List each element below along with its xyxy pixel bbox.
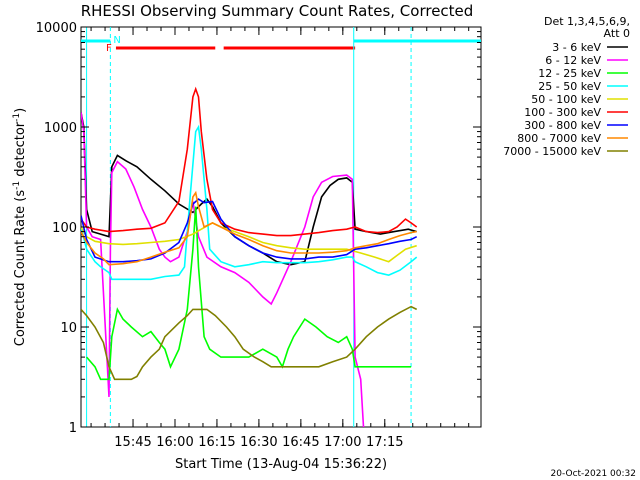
x-tick-label: 17:00	[324, 435, 361, 450]
y-axis-label-mid: detector	[13, 121, 28, 181]
legend-label: 25 - 50 keV	[538, 80, 601, 93]
legend-label: 6 - 12 keV	[545, 54, 601, 67]
series-lines	[81, 86, 418, 427]
legend-label: 7000 - 15000 keV	[503, 145, 601, 158]
legend-label: 50 - 100 keV	[531, 93, 601, 106]
y-tick-label: 10	[60, 321, 77, 336]
y-tick-label: 1000	[44, 121, 77, 136]
flare-label: F	[106, 43, 112, 54]
chart-title: RHESSI Observing Summary Count Rates, Co…	[81, 2, 474, 20]
legend-header-line2: Att 0	[604, 27, 630, 40]
series-line	[81, 198, 418, 263]
legend-label: 12 - 25 keV	[538, 67, 601, 80]
x-tick-label: 16:30	[240, 435, 277, 450]
legend-label: 300 - 800 keV	[524, 119, 601, 132]
y-axis-label-main: Corrected Count Rate (s	[13, 190, 28, 347]
x-axis-label: Start Time (13-Aug-04 15:36:22)	[175, 457, 387, 472]
y-ticks: 1 10 100 1000 10000	[36, 21, 481, 436]
y-axis-label-sup2: -1	[12, 113, 22, 122]
night-label: N	[113, 35, 120, 46]
series-line	[81, 86, 418, 237]
y-axis-label-end: )	[13, 108, 28, 113]
series-line	[81, 305, 418, 381]
legend-label: 3 - 6 keV	[552, 41, 601, 54]
series-line	[85, 206, 412, 381]
legend-label: 100 - 300 keV	[524, 106, 601, 119]
x-tick-label: 16:45	[282, 435, 319, 450]
x-tick-label: 17:15	[366, 435, 403, 450]
y-tick-label: 100	[52, 221, 77, 236]
series-line	[81, 190, 417, 266]
y-tick-label: 10000	[36, 21, 77, 36]
series-line	[81, 112, 417, 266]
y-tick-label: 1	[69, 421, 77, 436]
series-line	[81, 124, 418, 281]
flag-bars: NF	[81, 27, 481, 427]
x-tick-label: 15:45	[114, 435, 151, 450]
x-tick-label: 16:15	[198, 435, 235, 450]
y-axis-label: Corrected Count Rate (s-1 detector-1)	[12, 108, 28, 346]
x-ticks: 15:45 16:00 16:15 16:30 16:45 17:00 17:15	[90, 27, 470, 450]
legend-header-line1: Det 1,3,4,5,6,9,	[544, 15, 630, 28]
legend-label: 800 - 7000 keV	[517, 132, 601, 145]
footer-date: 20-Oct-2021 00:32	[551, 469, 636, 479]
y-axis-label-sup1: -1	[12, 181, 22, 190]
series-line	[81, 221, 417, 263]
x-tick-label: 16:00	[156, 435, 193, 450]
